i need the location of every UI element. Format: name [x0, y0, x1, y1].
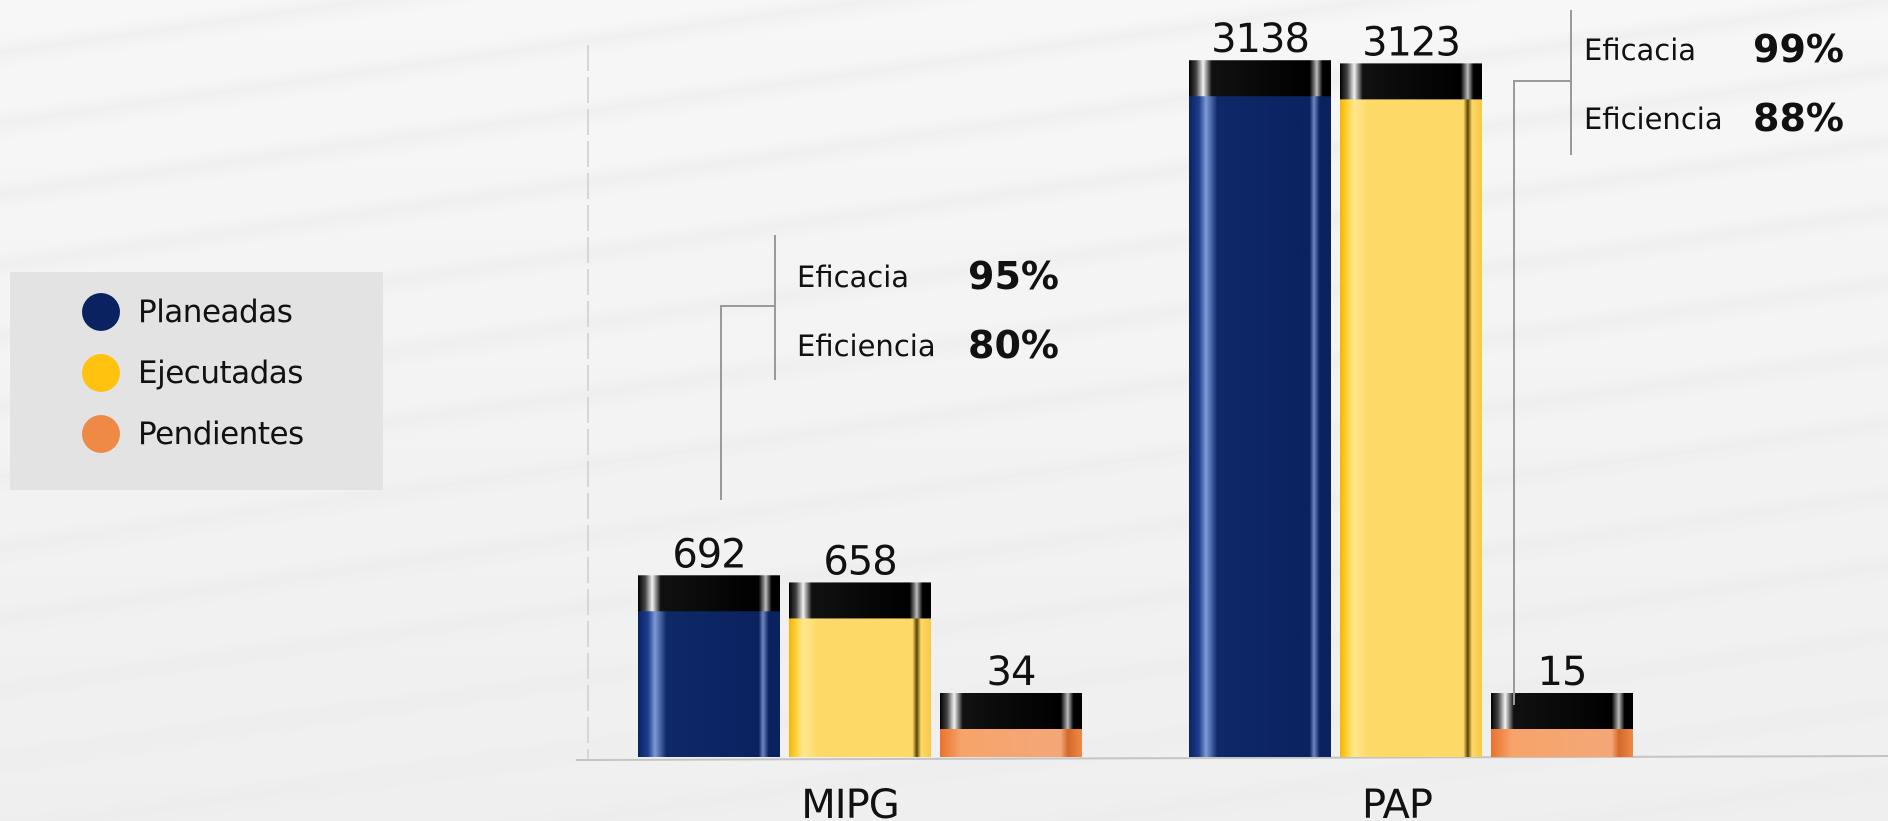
legend-swatch — [82, 354, 120, 392]
bar-cap-planeadas-mipg — [638, 575, 780, 612]
annotation-leader-line — [720, 305, 775, 500]
annotation-label-eficacia: Eficacia — [797, 260, 909, 294]
legend-item-planeadas: Planeadas — [82, 292, 293, 332]
efficiency-annotation-mipg: Eficacia 95% Eficiencia 80% — [720, 235, 1059, 500]
bar-body-planeadas-mipg — [638, 610, 780, 757]
value-label-pendientes-mipg: 34 — [987, 649, 1036, 695]
bar-cap-planeadas-pap — [1189, 60, 1331, 97]
annotation-value-eficacia: 95% — [968, 254, 1059, 298]
legend-item-pendientes: Pendientes — [82, 414, 304, 454]
annotation-label-eficiencia: Eficiencia — [797, 329, 936, 363]
bar-ejecutadas-pap: 3123 — [1340, 19, 1482, 757]
annotation-value-eficacia: 99% — [1753, 27, 1844, 71]
legend-label: Pendientes — [138, 416, 304, 452]
value-label-planeadas-mipg: 692 — [672, 531, 745, 577]
efficiency-annotation-pap: Eficacia 99% Eficiencia 88% — [1513, 10, 1844, 705]
bar-body-pendientes-mipg — [940, 728, 1082, 757]
category-label-mipg: MIPG — [801, 782, 898, 821]
value-label-planeadas-pap: 3138 — [1211, 16, 1309, 62]
bar-pendientes-pap: 15 — [1491, 649, 1633, 757]
legend-label: Ejecutadas — [138, 355, 303, 391]
legend-swatch — [82, 415, 120, 453]
x-axis-line — [575, 755, 1888, 761]
bars-group: 692 658 34 3138 3123 15 — [638, 16, 1633, 757]
annotation-value-eficiencia: 88% — [1753, 96, 1844, 140]
bar-cap-pendientes-pap — [1491, 693, 1633, 729]
bar-body-ejecutadas-mipg — [789, 617, 931, 757]
bar-planeadas-mipg: 692 — [638, 531, 780, 757]
annotation-label-eficacia: Eficacia — [1584, 33, 1696, 67]
bar-pendientes-mipg: 34 — [940, 649, 1082, 757]
value-label-ejecutadas-pap: 3123 — [1362, 19, 1460, 65]
legend-swatch — [82, 293, 120, 331]
legend-item-ejecutadas: Ejecutadas — [82, 353, 303, 393]
annotations-group: Eficacia 95% Eficiencia 80% Eficacia 99% Efici… — [720, 10, 1844, 705]
bar-cap-ejecutadas-pap — [1340, 63, 1482, 100]
category-label-pap: PAP — [1362, 782, 1432, 821]
annotation-leader-line — [1513, 80, 1571, 705]
bar-body-pendientes-pap — [1491, 728, 1633, 757]
bar-cap-pendientes-mipg — [940, 693, 1082, 729]
chart-legend: Planeadas Ejecutadas Pendientes — [10, 272, 383, 490]
value-label-pendientes-pap: 15 — [1538, 649, 1587, 695]
legend-label: Planeadas — [138, 294, 293, 330]
bar-ejecutadas-mipg: 658 — [789, 538, 931, 757]
value-label-ejecutadas-mipg: 658 — [823, 538, 896, 584]
annotation-label-eficiencia: Eficiencia — [1584, 102, 1723, 136]
annotation-value-eficiencia: 80% — [968, 323, 1059, 367]
bar-planeadas-pap: 3138 — [1189, 16, 1331, 757]
bar-body-planeadas-pap — [1189, 95, 1331, 757]
bar-cap-ejecutadas-mipg — [789, 582, 931, 619]
bar-body-ejecutadas-pap — [1340, 98, 1482, 757]
